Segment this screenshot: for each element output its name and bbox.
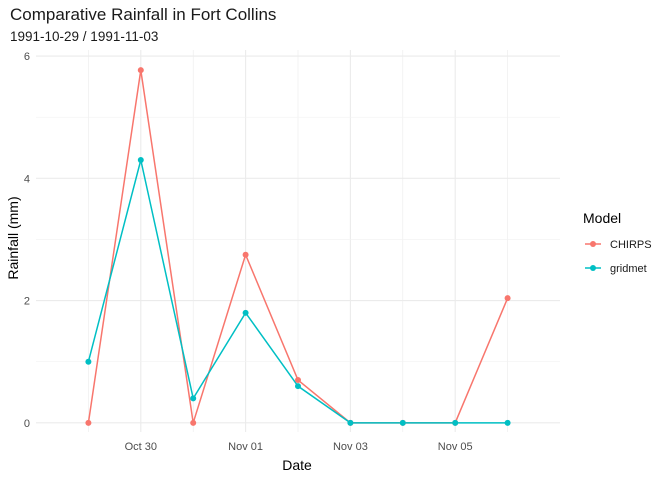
data-point-gridmet (347, 419, 354, 426)
chart-subtitle: 1991-10-29 / 1991-11-03 (10, 29, 159, 44)
x-tick-label: Oct 30 (125, 441, 157, 453)
legend-key-chirps (585, 241, 601, 247)
data-point-gridmet (452, 419, 459, 426)
x-tick-label: Nov 05 (438, 441, 473, 453)
data-point-chirps (137, 67, 144, 74)
data-point-gridmet (295, 383, 301, 390)
chart-title: Comparative Rainfall in Fort Collins (10, 5, 277, 24)
y-tick-label: 2 (24, 296, 30, 308)
x-tick-label: Nov 01 (228, 441, 263, 453)
y-axis-title: Rainfall (mm) (5, 196, 21, 279)
y-tick-label: 6 (24, 51, 30, 63)
data-point-chirps (242, 251, 249, 258)
legend-label: gridmet (610, 263, 647, 275)
data-point-gridmet (190, 395, 197, 402)
y-tick-labels: 0 2 4 6 (24, 51, 30, 430)
y-tick-label: 4 (24, 173, 30, 185)
legend-key-gridmet (585, 265, 601, 271)
data-point-chirps (504, 295, 511, 302)
legend-label: CHIRPS (610, 239, 652, 251)
x-tick-labels: Oct 30 Nov 01 Nov 03 Nov 05 (125, 441, 473, 453)
data-point-gridmet (242, 309, 249, 316)
y-tick-label: 0 (24, 418, 30, 430)
data-point-chirps (190, 419, 197, 426)
data-point-gridmet (399, 419, 406, 426)
legend: Model CHIRPS gridmet (583, 210, 652, 275)
series-lines (85, 67, 511, 426)
data-point-chirps (295, 377, 301, 384)
legend-title: Model (583, 210, 621, 226)
x-tick-label: Nov 03 (333, 441, 368, 453)
data-point-chirps (85, 419, 92, 426)
x-axis-title: Date (282, 457, 312, 473)
data-point-gridmet (504, 419, 511, 426)
grid-lines (36, 50, 560, 432)
data-point-gridmet (85, 358, 92, 365)
data-point-gridmet (137, 157, 144, 164)
